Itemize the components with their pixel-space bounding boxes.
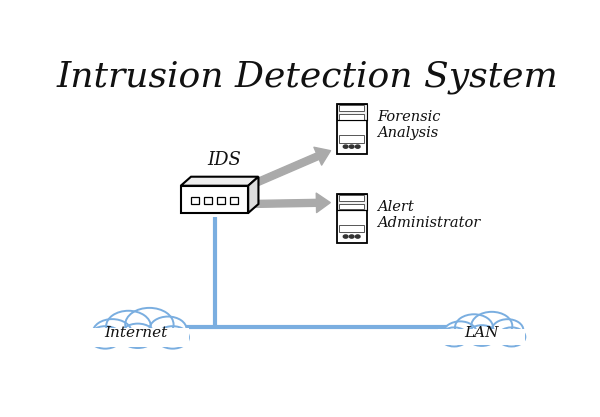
FancyArrowPatch shape [243,193,330,213]
FancyBboxPatch shape [439,329,526,345]
Circle shape [355,145,360,148]
Circle shape [92,319,132,346]
Circle shape [343,145,348,148]
Text: IDS: IDS [208,151,241,169]
FancyBboxPatch shape [191,197,199,204]
FancyBboxPatch shape [337,194,367,244]
Text: Forensic
Analysis: Forensic Analysis [377,110,441,140]
Polygon shape [181,177,259,186]
Circle shape [157,326,189,349]
FancyBboxPatch shape [337,194,367,210]
Circle shape [440,327,468,347]
FancyBboxPatch shape [337,104,367,153]
Circle shape [89,326,121,349]
FancyBboxPatch shape [337,104,367,120]
Circle shape [125,308,173,341]
Circle shape [355,235,360,238]
Circle shape [455,314,493,341]
FancyBboxPatch shape [340,195,364,201]
FancyBboxPatch shape [181,186,248,213]
Circle shape [467,325,497,346]
Circle shape [349,235,354,238]
FancyBboxPatch shape [339,225,364,232]
FancyBboxPatch shape [340,203,364,209]
Circle shape [492,319,523,341]
Text: Intrusion Detection System: Intrusion Detection System [56,60,559,94]
FancyBboxPatch shape [86,328,189,347]
Circle shape [443,322,477,344]
FancyBboxPatch shape [340,106,364,111]
FancyArrowPatch shape [241,147,331,192]
Circle shape [149,317,187,342]
FancyBboxPatch shape [217,197,225,204]
Polygon shape [248,177,259,213]
Circle shape [497,327,526,347]
Circle shape [343,235,348,238]
FancyBboxPatch shape [339,135,364,143]
Circle shape [349,145,354,148]
FancyBboxPatch shape [230,197,238,204]
Text: Alert
Administrator: Alert Administrator [377,200,481,230]
Text: Internet: Internet [104,326,167,339]
FancyBboxPatch shape [340,114,364,120]
Circle shape [106,311,151,342]
FancyBboxPatch shape [204,197,212,204]
Circle shape [120,324,155,348]
Text: LAN: LAN [464,326,499,339]
Circle shape [471,312,512,340]
